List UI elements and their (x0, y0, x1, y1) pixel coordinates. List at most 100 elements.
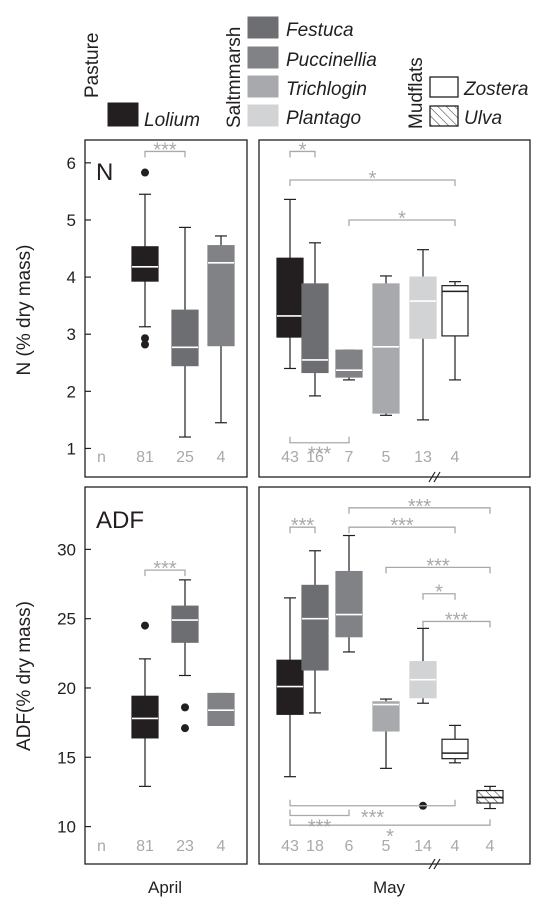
y-tick-label-adf: 30 (57, 540, 76, 559)
box-adf-may-festuca (301, 584, 329, 671)
box-adf-may-zostera (441, 738, 469, 760)
legend-label-trichlogin: Trichlogin (286, 79, 367, 100)
n-count-adf-april-festuca: 23 (176, 838, 194, 855)
significance-bracket-adf (289, 819, 491, 826)
panel-n-april-frame (84, 139, 248, 478)
box-adf-april-lolium (131, 695, 159, 739)
outlier-n-april-lolium (141, 340, 149, 349)
box-n-april-lolium (131, 246, 159, 282)
n-count-n-may-zostera: 4 (451, 449, 460, 466)
outlier-adf-april-lolium (141, 621, 149, 630)
legend-swatch-plantago (247, 104, 279, 127)
legend-swatch-festuca (247, 16, 279, 39)
legend-label-lolium: Lolium (144, 110, 200, 131)
n-count-adf-april-puccinellia: 4 (217, 838, 226, 855)
significance-label-adf: *** (308, 816, 332, 838)
legend-swatch-lolium (107, 102, 139, 127)
significance-bracket-adf (348, 526, 456, 534)
y-axis-title-n: N (% dry mass) (14, 245, 35, 376)
box-n-may-lolium (276, 257, 304, 338)
significance-label-adf: * (435, 582, 443, 604)
n-count-n-may-puccinellia: 7 (345, 449, 354, 466)
significance-label-adf: *** (426, 555, 450, 577)
legend-group-mudflats: Mudflats (406, 57, 427, 129)
significance-bracket-n (289, 150, 316, 158)
n-count-n-may-plantago: 13 (414, 449, 432, 466)
significance-label-n: * (299, 139, 307, 161)
y-tick-label-n: 6 (67, 154, 76, 173)
y-tick-label-n: 1 (67, 439, 76, 458)
significance-bracket-adf (422, 620, 491, 628)
outlier-n-april-lolium (141, 168, 149, 177)
y-tick-label-adf: 15 (57, 748, 76, 767)
significance-label-adf: *** (291, 515, 315, 537)
n-count-adf-may-lolium: 43 (281, 838, 299, 855)
significance-label-adf: * (386, 826, 394, 848)
significance-bracket-adf (348, 507, 491, 514)
axis-break-mark-n (428, 471, 441, 483)
significance-bracket-adf (144, 569, 186, 577)
significance-bracket-n (289, 436, 350, 444)
significance-bracket-adf (422, 593, 456, 600)
significance-bracket-n (144, 150, 186, 158)
n-count-adf-may-ulva: 4 (486, 838, 495, 855)
box-n-may-festuca (301, 283, 329, 374)
legend-label-festuca: Festuca (286, 20, 354, 41)
significance-label-adf: *** (361, 807, 385, 829)
legend-group-saltmarsh: Saltmmarsh (224, 27, 245, 128)
n-count-n-may-festuca: 16 (306, 449, 324, 466)
significance-bracket-adf (289, 809, 350, 817)
legend-swatch-zostera (429, 76, 459, 98)
panel-adf-april-frame (84, 486, 248, 865)
legend-label-puccinellia: Puccinellia (286, 50, 377, 71)
panel-adf-may-frame (258, 486, 531, 865)
y-axis-title-adf: ADF(% dry mass) (14, 601, 35, 751)
box-n-may-trichlogin (372, 283, 400, 414)
y-tick-label-n: 2 (67, 382, 76, 401)
n-label-adf: n (97, 838, 106, 855)
n-count-adf-may-plantago: 14 (414, 838, 432, 855)
y-tick-label-adf: 10 (57, 818, 76, 837)
n-count-adf-may-puccinellia: 6 (345, 838, 354, 855)
outlier-adf-april-festuca (181, 703, 189, 712)
y-tick-label-n: 3 (67, 325, 76, 344)
legend-label-ulva: Ulva (464, 108, 502, 129)
axis-break-mark-adf (428, 858, 441, 870)
panel-label-n: N (96, 159, 113, 186)
box-n-april-puccinellia (207, 245, 235, 347)
significance-label-n: * (398, 208, 406, 230)
n-count-n-april-festuca: 25 (176, 449, 194, 466)
box-n-may-zostera (441, 285, 469, 337)
significance-label-adf: *** (153, 558, 177, 580)
legend-swatch-ulva (429, 105, 459, 127)
significance-label-n: *** (153, 139, 177, 161)
box-n-may-plantago (409, 276, 437, 339)
significance-label-n: * (369, 168, 377, 190)
significance-label-adf: *** (445, 609, 469, 631)
significance-bracket-adf (385, 566, 491, 574)
n-count-adf-may-festuca: 18 (306, 838, 324, 855)
n-count-adf-may-zostera: 4 (451, 838, 460, 855)
legend-swatch-trichlogin (247, 75, 279, 98)
y-tick-label-n: 5 (67, 211, 76, 230)
x-axis-label-may: May (373, 878, 406, 897)
n-count-adf-april-lolium: 81 (136, 838, 154, 855)
significance-bracket-adf (289, 799, 456, 807)
significance-bracket-n (289, 179, 456, 186)
significance-bracket-n (348, 219, 456, 226)
legend: Pasture Lolium Saltmmarsh Festuca Puccin… (82, 16, 528, 131)
box-n-may-puccinellia (335, 349, 363, 378)
n-count-n-may-lolium: 43 (281, 449, 299, 466)
significance-label-adf: *** (390, 515, 414, 537)
box-adf-may-trichlogin (372, 701, 400, 732)
n-count-n-april-puccinellia: 4 (217, 449, 226, 466)
legend-label-plantago: Plantago (286, 108, 361, 129)
outlier-n-april-lolium (141, 334, 149, 343)
significance-bracket-adf (289, 526, 316, 534)
legend-swatch-puccinellia (247, 46, 279, 69)
n-count-adf-may-trichlogin: 5 (382, 838, 391, 855)
y-tick-label-adf: 25 (57, 610, 76, 629)
panel-label-adf: ADF (96, 507, 144, 534)
